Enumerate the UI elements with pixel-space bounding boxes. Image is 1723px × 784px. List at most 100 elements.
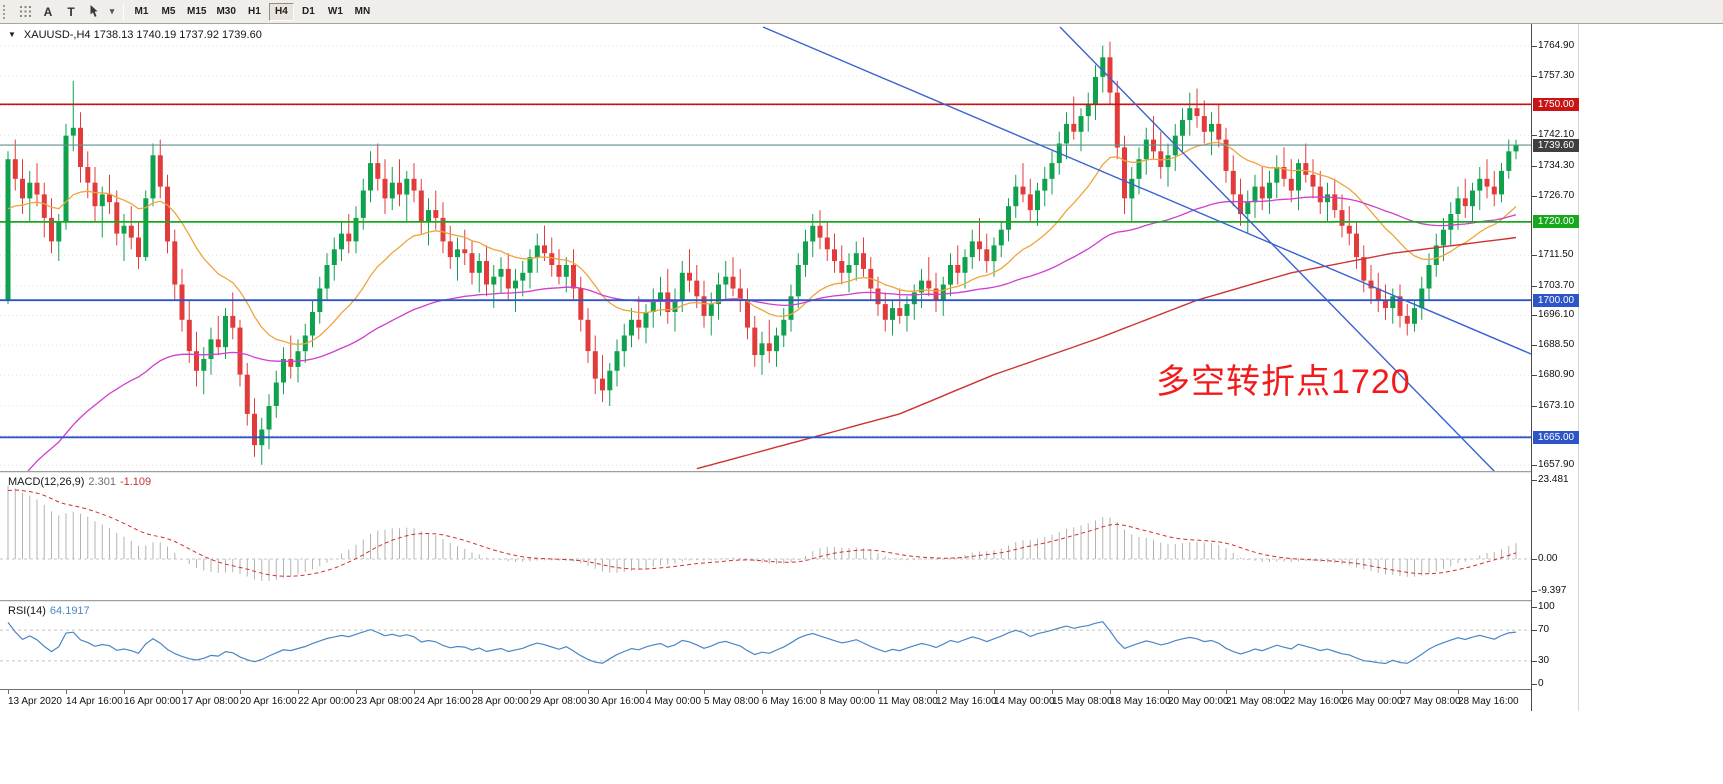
time-tick xyxy=(472,690,473,694)
price-badge-1750.00: 1750.00 xyxy=(1533,97,1579,111)
time-tick xyxy=(1226,690,1227,694)
time-tick xyxy=(124,690,125,694)
time-tick xyxy=(298,690,299,694)
rsi-name: RSI(14) xyxy=(8,605,46,617)
timeframe-button-d1[interactable]: D1 xyxy=(296,3,321,21)
time-tick xyxy=(820,690,821,694)
main-chart-canvas[interactable] xyxy=(0,24,1531,473)
time-label: 16 Apr 00:00 xyxy=(124,696,181,707)
time-label: 11 May 08:00 xyxy=(878,696,938,707)
axis-label: 1764.90 xyxy=(1531,39,1575,51)
timeframe-button-h1[interactable]: H1 xyxy=(242,3,267,21)
timeframe-button-mn[interactable]: MN xyxy=(350,3,375,21)
timeframe-button-m5[interactable]: M5 xyxy=(156,3,181,21)
axis-label: 1657.90 xyxy=(1531,459,1575,471)
time-tick xyxy=(240,690,241,694)
tile-windows-button[interactable] xyxy=(14,2,36,22)
cursor-tool-button[interactable] xyxy=(83,2,105,22)
toolbar: A T ▾ M1 M5 M15 M30 H1 H4 D1 W1 MN xyxy=(0,0,1723,24)
time-tick xyxy=(878,690,879,694)
cursor-dropdown-button[interactable]: ▾ xyxy=(106,2,118,22)
time-tick xyxy=(530,690,531,694)
axis-label: 30 xyxy=(1531,654,1550,666)
symbol-ohlc-readout: ▼ XAUUSD-,H4 1738.13 1740.19 1737.92 1739… xyxy=(8,29,262,41)
time-label: 22 May 16:00 xyxy=(1284,696,1345,707)
toolbar-separator xyxy=(123,3,124,20)
time-axis[interactable]: 13 Apr 2020 14 Apr 16:00 16 Apr 00:00 17 Ap… xyxy=(0,689,1579,711)
price-badge-1720.00: 1720.00 xyxy=(1533,215,1579,229)
time-label: 23 Apr 08:00 xyxy=(356,696,413,707)
time-tick xyxy=(1110,690,1111,694)
axis-label: 100 xyxy=(1532,601,1555,612)
rsi-canvas[interactable] xyxy=(0,602,1531,689)
axis-label: -9.397 xyxy=(1531,584,1567,596)
time-tick xyxy=(994,690,995,694)
axis-label: 1742.10 xyxy=(1531,129,1575,141)
time-tick xyxy=(8,690,9,694)
collapse-indicator-icon[interactable]: ▼ xyxy=(8,30,16,39)
time-label: 14 May 00:00 xyxy=(994,696,1055,707)
time-label: 28 May 16:00 xyxy=(1458,696,1519,707)
time-label: 18 May 16:00 xyxy=(1110,696,1171,707)
time-tick xyxy=(1458,690,1459,694)
toolbar-drag-handle[interactable] xyxy=(3,4,9,19)
annotation-text[interactable]: 多空转折点1720 xyxy=(1156,363,1411,401)
panel-divider-macd[interactable] xyxy=(0,471,1579,473)
cursor-icon xyxy=(90,4,98,17)
grid-icon xyxy=(19,6,31,17)
time-tick xyxy=(704,690,705,694)
time-tick xyxy=(588,690,589,694)
axis-label: 0.00 xyxy=(1531,553,1558,564)
axis-label: 1757.30 xyxy=(1531,69,1575,81)
timeframe-button-w1[interactable]: W1 xyxy=(323,3,348,21)
time-label: 5 May 08:00 xyxy=(704,696,760,707)
timeframe-buttons: M1 M5 M15 M30 H1 H4 D1 W1 MN xyxy=(129,2,375,21)
time-label: 29 Apr 08:00 xyxy=(530,696,587,707)
axis-label: 1726.70 xyxy=(1531,189,1575,201)
time-tick xyxy=(936,690,937,694)
time-tick xyxy=(1400,690,1401,694)
time-label: 30 Apr 16:00 xyxy=(588,696,645,707)
text-annotation-tool-button[interactable]: T xyxy=(60,2,82,22)
axis-label: 1680.90 xyxy=(1531,369,1575,381)
macd-name: MACD(12,26,9) xyxy=(8,476,85,488)
text-label-tool-button[interactable]: A xyxy=(37,2,59,22)
time-label: 17 Apr 08:00 xyxy=(182,696,239,707)
time-label: 4 May 00:00 xyxy=(646,696,702,707)
time-label: 14 Apr 16:00 xyxy=(66,696,123,707)
axis-label: 1703.70 xyxy=(1531,279,1575,291)
macd-signal-value: -1.109 xyxy=(119,476,152,488)
price-badge-1665.00: 1665.00 xyxy=(1533,430,1579,444)
time-tick xyxy=(1052,690,1053,694)
time-tick xyxy=(182,690,183,694)
time-label: 28 Apr 00:00 xyxy=(472,696,529,707)
axis-label: 1673.10 xyxy=(1531,399,1575,411)
time-tick xyxy=(1284,690,1285,694)
axis-label: 1734.30 xyxy=(1531,159,1575,171)
time-label: 6 May 16:00 xyxy=(762,696,818,707)
macd-canvas[interactable] xyxy=(0,473,1531,601)
time-label: 20 May 00:00 xyxy=(1168,696,1229,707)
timeframe-button-m30[interactable]: M30 xyxy=(212,3,239,21)
time-label: 12 May 16:00 xyxy=(936,696,997,707)
time-label: 20 Apr 16:00 xyxy=(240,696,297,707)
time-tick xyxy=(66,690,67,694)
timeframe-button-m1[interactable]: M1 xyxy=(129,3,154,21)
timeframe-button-m15[interactable]: M15 xyxy=(183,3,210,21)
price-axis[interactable]: 1764.90 1757.30 1742.10 1734.30 1726.70 1711.… xyxy=(1531,24,1579,711)
time-tick xyxy=(762,690,763,694)
time-tick xyxy=(356,690,357,694)
panel-divider-rsi[interactable] xyxy=(0,600,1579,602)
time-tick xyxy=(646,690,647,694)
macd-main-value: 2.301 xyxy=(88,476,116,488)
time-label: 13 Apr 2020 xyxy=(8,696,62,707)
time-label: 8 May 00:00 xyxy=(820,696,876,707)
rsi-value: 64.1917 xyxy=(49,605,90,617)
axis-label: 1688.50 xyxy=(1531,339,1575,351)
axis-label: 70 xyxy=(1531,624,1550,636)
axis-label: 23.481 xyxy=(1532,473,1569,485)
time-label: 27 May 08:00 xyxy=(1400,696,1461,707)
time-label: 22 Apr 00:00 xyxy=(298,696,355,707)
timeframe-button-h4[interactable]: H4 xyxy=(268,2,294,21)
